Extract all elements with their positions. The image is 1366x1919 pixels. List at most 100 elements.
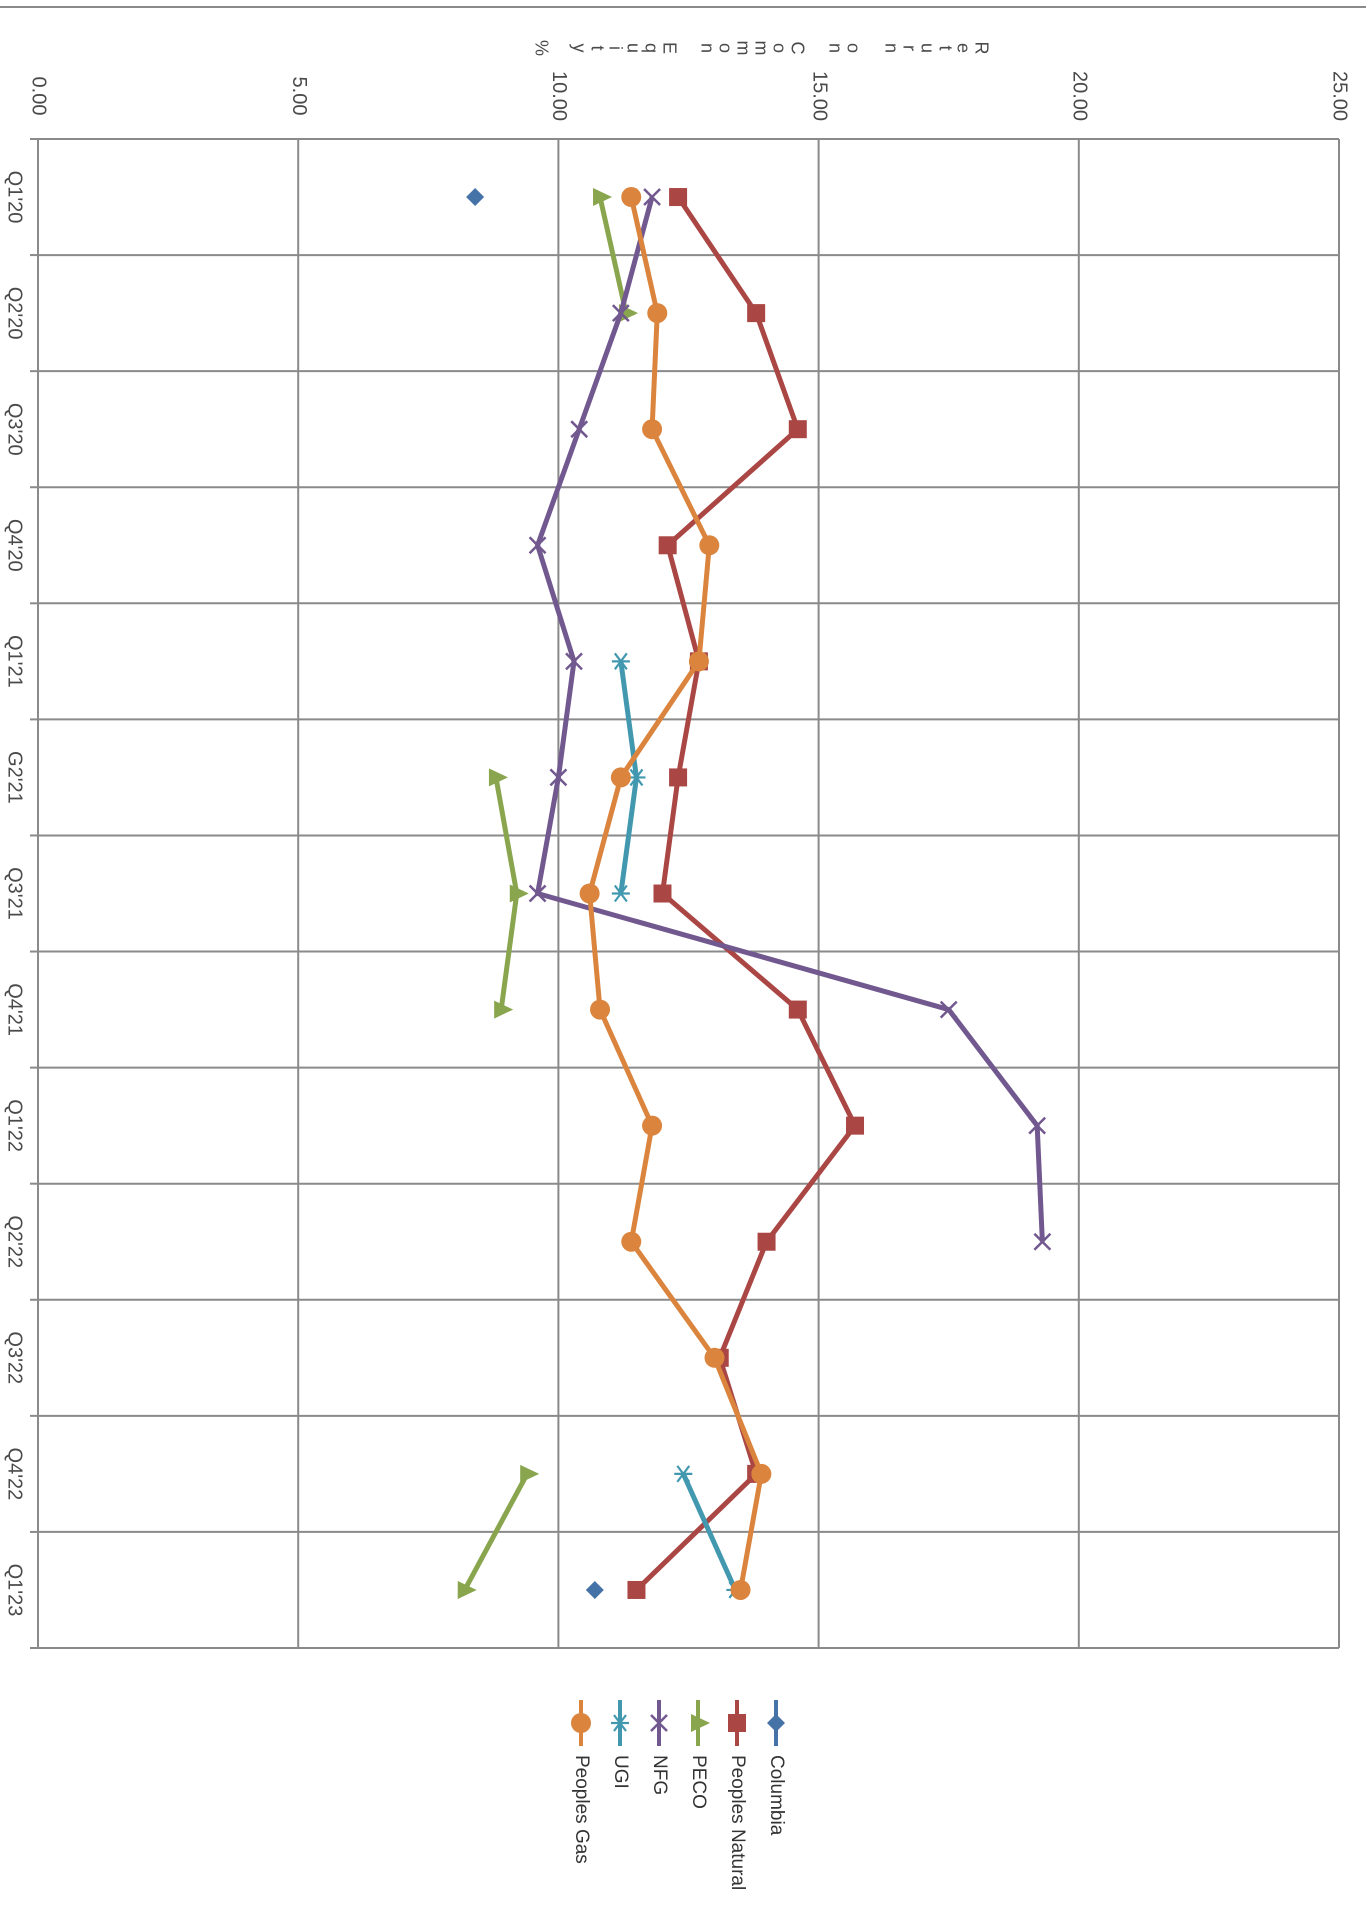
category-tick-label: Q2'22 [4,1215,26,1268]
legend-label: NFG [649,1755,670,1795]
legend-swatch-marker [691,1714,710,1732]
legend-swatch-marker [571,1713,591,1733]
data-point [549,768,568,787]
y-axis-title-char: e [953,43,973,53]
data-point [642,1115,663,1136]
series-line [597,196,629,314]
legend-swatch-marker [650,1714,668,1732]
series-peoples-gas [579,187,772,1600]
data-point [1033,1232,1052,1251]
data-point [788,1000,807,1019]
y-axis-title-char: r [899,45,919,51]
y-axis-title-char: C [787,42,807,55]
y-axis-title-char: n [825,43,845,53]
legend-label: UGI [610,1755,631,1789]
data-point [688,651,709,672]
legend-label: Peoples Natural [727,1755,748,1890]
data-point [610,767,631,788]
data-point [699,535,720,556]
data-point [669,768,688,787]
legend-item: Peoples Natural [727,1700,748,1890]
y-axis-title-char: m [733,41,753,56]
value-tick-label: 25.00 [1329,71,1351,121]
value-tick-label: 5.00 [288,77,310,116]
data-point [653,884,672,903]
legend-swatch-marker [767,1714,785,1732]
series-peco [457,188,639,1599]
y-axis-title-char: o [769,43,789,53]
series-group [457,187,1052,1600]
data-point [658,536,677,555]
y-axis-title-char: E [659,42,679,54]
value-tick-label: 15.00 [808,71,830,121]
data-point [939,1000,958,1019]
data-point [788,420,807,439]
legend: Columbia Peoples Natural PECO NFG UGI Peoples… [571,1700,787,1890]
data-point [488,768,508,787]
value-tick-label: 10.00 [548,71,570,121]
category-tick-label: Q2'20 [4,287,26,340]
data-point [647,303,668,324]
data-point [704,1347,725,1368]
y-axis-title-char: n [697,43,717,53]
y-axis-title-char: u [623,43,643,53]
data-point [611,652,630,671]
category-tick-label: Q1'21 [4,635,26,688]
series-peoples-natural [627,188,865,1599]
data-point [846,1116,865,1135]
legend-swatch-marker [728,1714,746,1732]
gridlines [30,138,1340,1649]
data-point [674,1465,693,1483]
series-line [535,196,1045,1242]
legend-item: UGI [610,1700,631,1789]
y-axis-title-char: q [641,43,661,53]
series-nfg [528,188,1052,1251]
category-tick-label: Q1'23 [4,1564,26,1617]
data-point [669,188,688,207]
legend-item: Peoples Gas [571,1700,592,1864]
series-line [681,1472,738,1591]
category-tick-label: Q3'20 [4,403,26,456]
axis-tick-labels: 0.00 5.00 10.00 15.00 20.00 25.00 Q1'20 Q2'20 Q3… [4,71,1351,1616]
y-axis-title-char: y [569,44,589,53]
category-tick-label: Q4'20 [4,519,26,572]
y-axis-title-char: n [881,43,901,53]
data-point [570,420,589,439]
series-ugi [611,652,745,1599]
data-point [593,188,613,207]
data-point [757,1232,776,1251]
data-point [621,187,642,208]
data-point [585,1580,604,1599]
series-columbia [466,188,604,1599]
category-tick-label: Q3'21 [4,867,26,920]
legend-item: PECO [688,1700,710,1809]
data-point [528,884,547,903]
data-point [1028,1116,1047,1135]
y-axis-title-char: R [971,42,991,55]
data-point [579,883,600,904]
y-axis-title-char: u [917,43,937,53]
value-tick-label: 0.00 [28,77,50,116]
data-point [565,652,583,671]
data-point [611,304,630,322]
data-point [466,188,485,207]
data-point [528,536,547,555]
category-tick-label: Q3'22 [4,1331,26,1384]
data-point [611,884,630,903]
category-tick-label: Q1'20 [4,171,26,224]
category-tick-label: Q4'21 [4,983,26,1036]
data-point [494,1000,514,1019]
data-point [751,1463,772,1484]
data-point [590,999,611,1020]
y-axis-title-char: % [531,40,551,56]
data-point [509,884,529,903]
category-tick-label: Q1'22 [4,1099,26,1152]
legend-item: NFG [649,1700,670,1795]
legend-item: Columbia [766,1700,787,1836]
data-point [643,188,661,206]
data-point [642,419,663,440]
y-axis-title-char: o [715,43,735,53]
data-point [627,1580,646,1599]
